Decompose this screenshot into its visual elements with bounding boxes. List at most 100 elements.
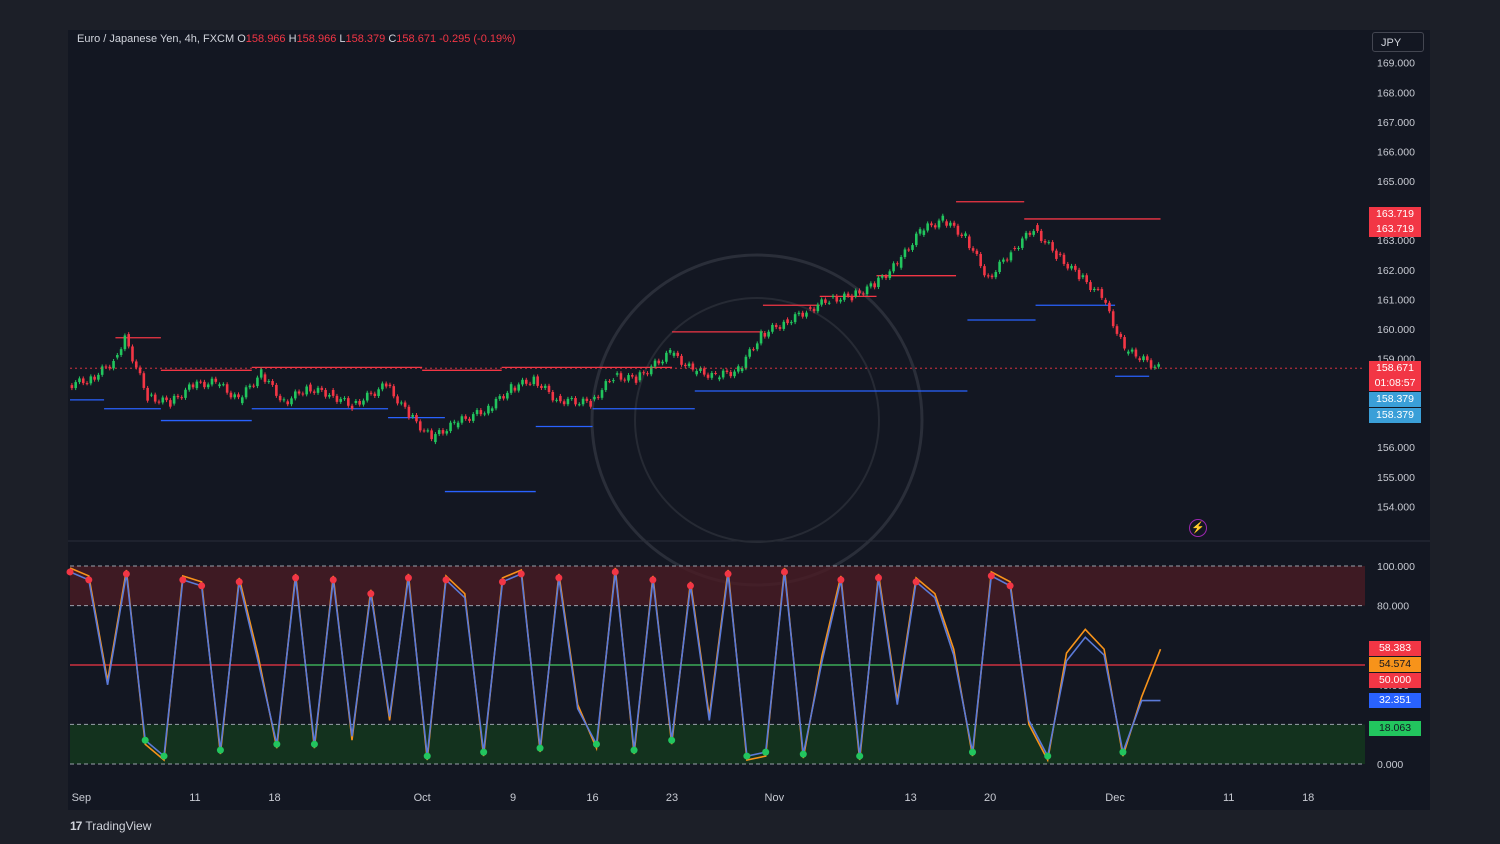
candle-body: [827, 302, 831, 304]
osc-signal-dot: [198, 582, 206, 590]
time-tick-label: Nov: [765, 792, 785, 804]
osc-signal-dot: [611, 568, 619, 576]
candle-body: [653, 360, 657, 367]
candle-body: [396, 396, 399, 404]
tradingview-logo[interactable]: 17 TradingView: [70, 819, 151, 833]
candle-body: [926, 223, 929, 231]
legend-high: 158.966: [296, 33, 337, 45]
candle-body: [661, 361, 664, 364]
candle-body: [195, 381, 199, 389]
time-tick-label: 20: [984, 792, 996, 804]
candle-body: [312, 391, 316, 393]
price-tick-label: 160.000: [1377, 324, 1415, 336]
candle-body: [1002, 259, 1005, 262]
legend-open-label: O: [237, 33, 246, 45]
candle-body: [93, 376, 96, 380]
candle-body: [1036, 225, 1039, 231]
candle-body: [297, 391, 301, 394]
candle-body: [309, 384, 312, 392]
candle-body: [577, 404, 581, 406]
candle-body: [600, 390, 604, 398]
candle-body: [1089, 282, 1092, 291]
candle-body: [1024, 232, 1028, 239]
candle-body: [581, 398, 585, 405]
candle-body: [403, 402, 407, 407]
candle-body: [460, 416, 464, 423]
candle-body: [422, 430, 426, 432]
overbought-zone: [70, 566, 1365, 606]
candle-body: [930, 223, 933, 226]
candle-body: [475, 410, 479, 415]
osc-tick-label: 100.000: [1377, 561, 1415, 573]
candle-body: [551, 392, 555, 401]
candle-body: [97, 374, 100, 380]
candle-body: [233, 394, 237, 398]
price-tick-label: 165.000: [1377, 176, 1415, 188]
candle-body: [1123, 337, 1126, 349]
candle-body: [354, 400, 358, 404]
candle-body: [1142, 356, 1145, 361]
candle-body: [445, 431, 449, 434]
candle-body: [986, 275, 990, 277]
candle-body: [100, 366, 104, 375]
candle-body: [150, 394, 153, 396]
candle-body: [214, 378, 218, 382]
candle-body: [820, 299, 823, 305]
candle-body: [487, 405, 490, 414]
osc-value-tag: 32.351: [1369, 692, 1421, 708]
candle-body: [737, 366, 740, 372]
osc-signal-dot: [630, 746, 638, 754]
candle-body: [793, 314, 797, 323]
candle-body: [517, 384, 521, 391]
legend-open: 158.966: [245, 33, 286, 45]
candle-body: [169, 400, 172, 407]
legend-change: -0.295 (-0.19%): [439, 33, 516, 45]
candle-body: [392, 386, 396, 397]
osc-signal-dot: [442, 576, 450, 584]
candle-body: [502, 396, 505, 399]
candle-body: [566, 398, 570, 405]
legend-high-label: H: [288, 33, 297, 45]
lightning-alert-icon[interactable]: ⚡: [1189, 519, 1207, 537]
price-tick-label: 156.000: [1377, 442, 1415, 454]
candle-body: [138, 367, 142, 374]
candle-body: [805, 312, 808, 317]
candle-body: [786, 319, 789, 324]
candle-body: [956, 225, 960, 235]
osc-signal-dot: [498, 578, 506, 586]
candle-body: [672, 352, 676, 356]
candle-body: [381, 383, 384, 390]
price-tick-label: 169.000: [1377, 58, 1415, 70]
candle-body: [1149, 360, 1153, 368]
candle-body: [911, 245, 914, 250]
currency-button[interactable]: JPY: [1372, 32, 1424, 52]
candle-body: [994, 272, 998, 278]
candle-body: [483, 413, 486, 415]
candle-body: [1043, 240, 1047, 243]
candle-body: [263, 374, 267, 382]
candle-body: [203, 381, 206, 388]
candle-body: [646, 373, 649, 375]
candle-body: [244, 387, 248, 398]
candle-body: [259, 369, 263, 378]
osc-signal-dot: [404, 574, 412, 582]
osc-signal-dot: [649, 576, 657, 584]
candle-body: [990, 275, 994, 278]
candle-body: [1130, 349, 1134, 352]
candle-body: [865, 286, 869, 295]
candle-body: [532, 376, 536, 385]
candle-body: [1009, 252, 1013, 261]
candle-body: [998, 261, 1001, 273]
candle-body: [282, 399, 286, 401]
candle-body: [157, 401, 161, 403]
time-tick-label: 18: [1302, 792, 1314, 804]
candle-body: [695, 370, 698, 375]
candle-body: [778, 327, 782, 329]
candle-body: [134, 361, 138, 368]
candle-body: [206, 384, 210, 388]
candle-body: [191, 384, 195, 388]
candle-body: [415, 414, 418, 422]
candle-body: [714, 372, 717, 374]
candle-body: [286, 401, 290, 405]
